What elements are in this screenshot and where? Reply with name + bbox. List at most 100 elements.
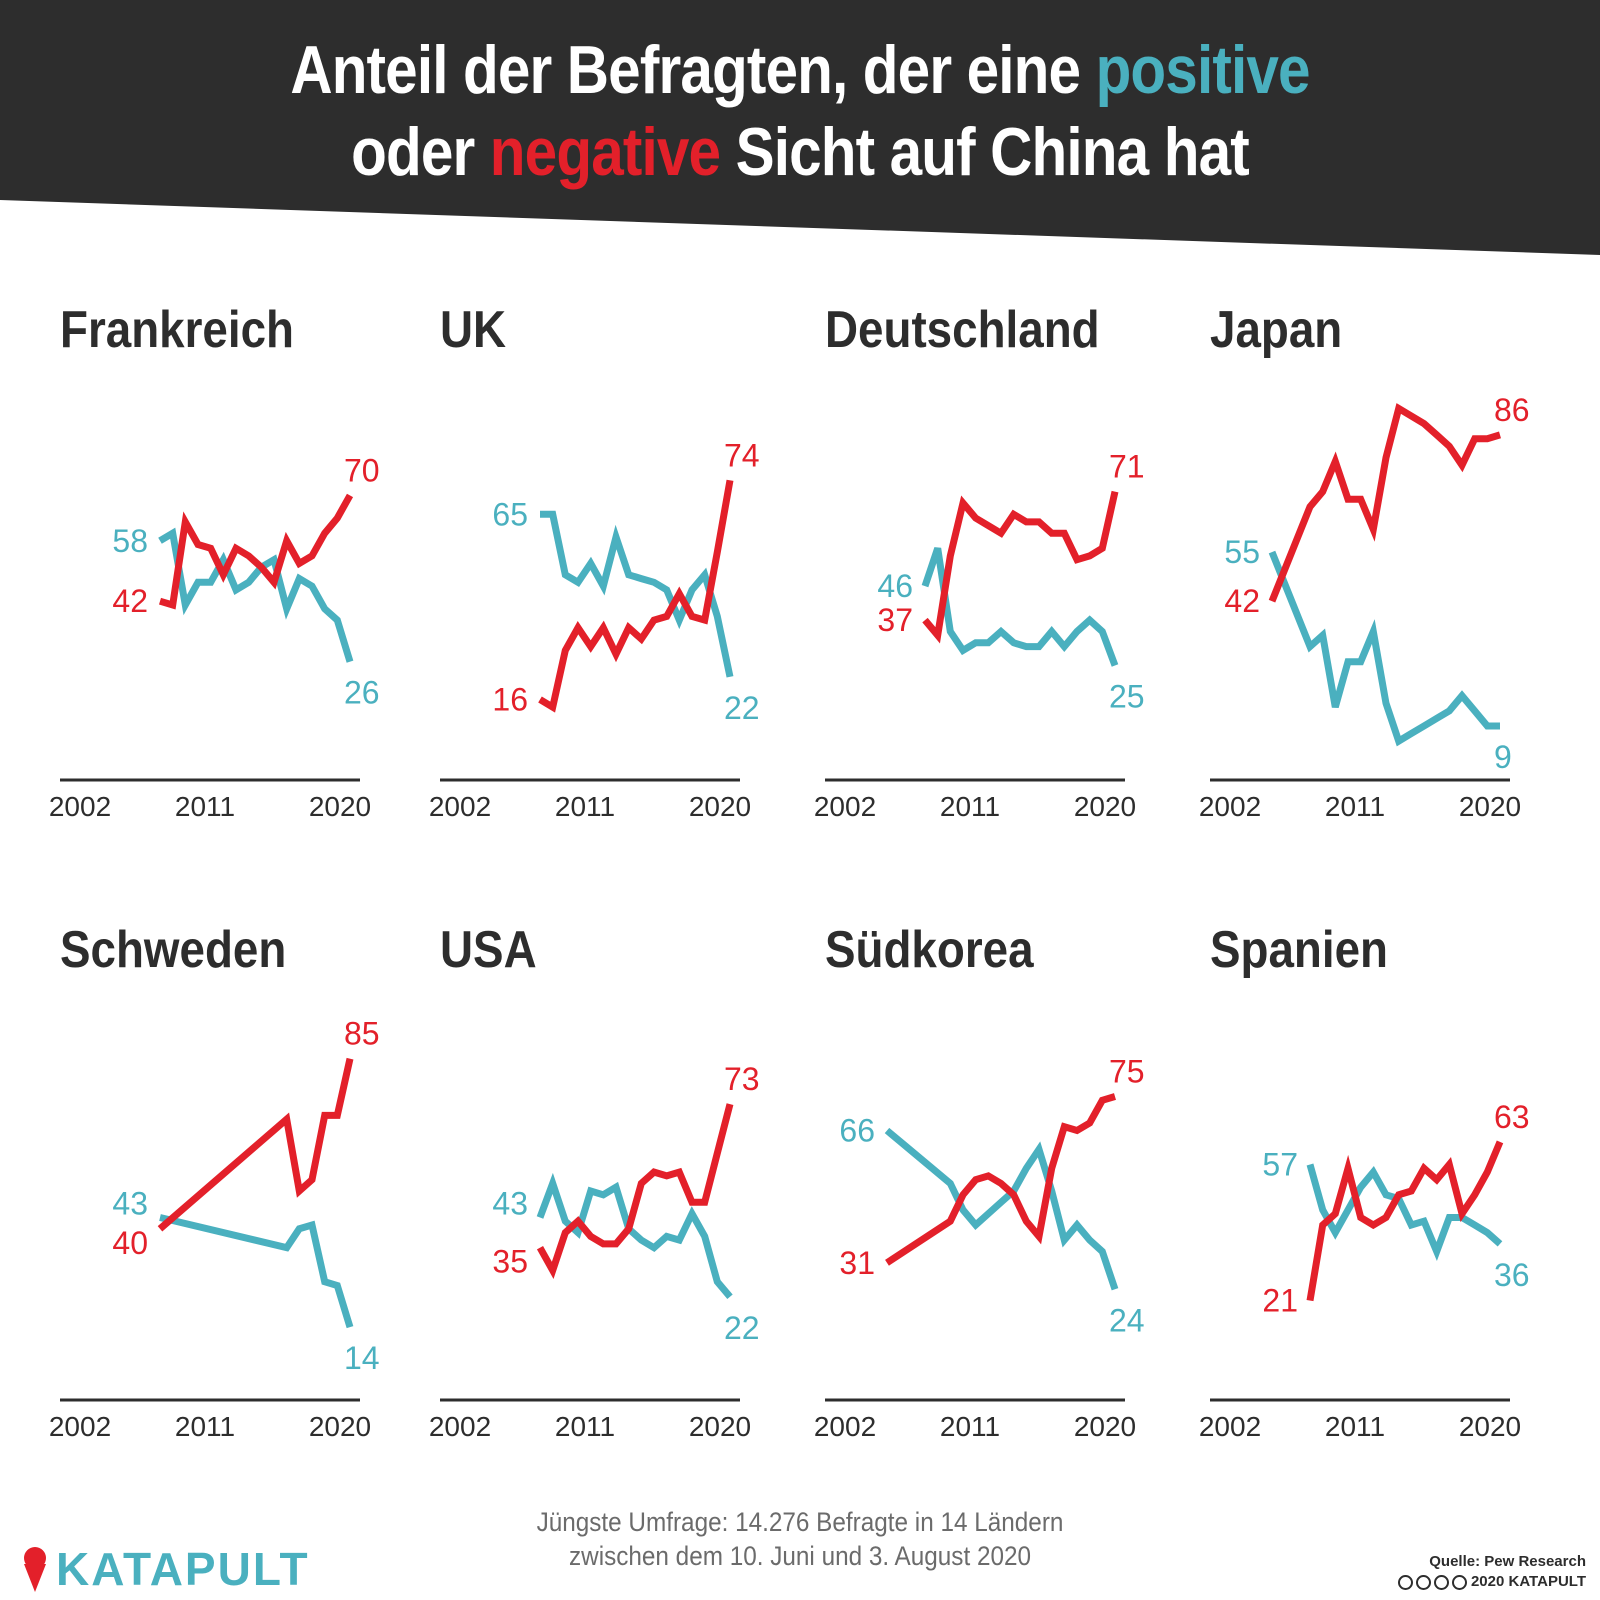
katapult-logo: KATAPULT xyxy=(18,1542,310,1596)
x-tick-label: 2002 xyxy=(429,1411,491,1442)
positive-end-value-label: 14 xyxy=(344,1340,380,1376)
x-tick-label: 2002 xyxy=(1199,1411,1261,1442)
x-tick-label: 2011 xyxy=(1325,1411,1385,1442)
x-tick-label: 2020 xyxy=(689,1411,751,1442)
chart-panel: Japan 2002 2011 2020 55 42 9 86 xyxy=(1199,300,1600,900)
negative-series-line xyxy=(158,493,354,610)
positive-start-value-label: 57 xyxy=(1262,1147,1298,1183)
line-chart: 2002 2011 2020 57 21 36 63 xyxy=(1199,1099,1530,1442)
panel-title: USA xyxy=(440,921,537,979)
negative-series-line xyxy=(1268,403,1502,603)
negative-end-value-label: 85 xyxy=(344,1016,380,1052)
x-tick-label: 2020 xyxy=(1074,791,1136,822)
title-text-part: Anteil der Befragten, der eine xyxy=(290,32,1096,108)
x-tick-label: 2011 xyxy=(1325,791,1385,822)
chart-panel: UK 2002 2011 2020 65 16 22 74 xyxy=(429,300,830,900)
chart-panel: Frankreich 2002 2011 2020 58 42 26 70 xyxy=(49,300,450,900)
positive-start-value-label: 66 xyxy=(839,1113,875,1149)
chart-panel: Schweden 2002 2011 2020 43 40 14 85 xyxy=(49,920,450,1520)
chart-panel: Deutschland 2002 2011 2020 46 37 25 71 xyxy=(814,300,1215,900)
negative-start-value-label: 35 xyxy=(492,1244,528,1280)
positive-end-value-label: 9 xyxy=(1494,739,1512,775)
positive-end-value-label: 36 xyxy=(1494,1257,1530,1293)
panel-title: Schweden xyxy=(60,921,287,979)
x-tick-label: 2020 xyxy=(689,791,751,822)
line-chart: 2002 2011 2020 58 42 26 70 xyxy=(49,452,380,822)
x-tick-label: 2002 xyxy=(49,791,111,822)
positive-start-value-label: 65 xyxy=(492,496,528,532)
credits: Quelle: Pew Research 2020 KATAPULT xyxy=(1397,1552,1586,1592)
negative-end-value-label: 71 xyxy=(1109,449,1145,485)
negative-series-line xyxy=(922,490,1119,644)
negative-series-line xyxy=(1306,1140,1504,1302)
copyright-text: 2020 KATAPULT xyxy=(1470,1573,1586,1590)
creative-commons-icon xyxy=(1397,1574,1467,1590)
chart-title-line-1: Anteil der Befragten, der eine positive xyxy=(112,30,1488,110)
survey-note: Jüngste Umfrage: 14.276 Befragte in 14 L… xyxy=(485,1505,1115,1573)
x-tick-label: 2011 xyxy=(940,1411,1000,1442)
positive-series-line xyxy=(159,1214,354,1329)
x-tick-label: 2002 xyxy=(814,1411,876,1442)
x-tick-label: 2020 xyxy=(1459,791,1521,822)
negative-end-value-label: 73 xyxy=(724,1061,760,1097)
line-chart: 2002 2011 2020 66 31 24 75 xyxy=(814,1054,1145,1443)
positive-start-value-label: 43 xyxy=(112,1186,148,1222)
positive-series-line xyxy=(540,510,734,678)
title-positive-word: positive xyxy=(1095,32,1311,108)
positive-series-line xyxy=(1306,1163,1503,1262)
chart-panel: Spanien 2002 2011 2020 57 21 36 63 xyxy=(1199,920,1600,1520)
x-tick-label: 2020 xyxy=(309,791,371,822)
negative-series-line xyxy=(538,479,734,713)
line-chart: 2002 2011 2020 65 16 22 74 xyxy=(429,437,760,822)
line-chart: 2002 2011 2020 43 35 22 73 xyxy=(429,1061,760,1442)
x-tick-label: 2011 xyxy=(940,791,1000,822)
negative-end-value-label: 63 xyxy=(1494,1099,1530,1135)
positive-end-value-label: 22 xyxy=(724,690,760,726)
positive-start-value-label: 58 xyxy=(112,523,148,559)
negative-end-value-label: 86 xyxy=(1494,392,1530,428)
x-tick-label: 2011 xyxy=(175,791,235,822)
logo-ice-cream-icon xyxy=(24,1547,46,1592)
positive-end-value-label: 25 xyxy=(1109,679,1145,715)
positive-series-line xyxy=(1268,550,1500,747)
x-tick-label: 2011 xyxy=(175,1411,235,1442)
x-tick-label: 2002 xyxy=(814,791,876,822)
source-text: Quelle: Pew Research xyxy=(1429,1553,1586,1570)
chart-panel: Südkorea 2002 2011 2020 66 31 24 75 xyxy=(814,920,1215,1520)
panel-title: Frankreich xyxy=(60,301,294,359)
positive-end-value-label: 24 xyxy=(1109,1302,1145,1338)
panel-title: Japan xyxy=(1210,301,1343,359)
positive-start-value-label: 43 xyxy=(492,1186,528,1222)
title-text-part: oder xyxy=(351,114,490,190)
title-text-part: Sicht auf China hat xyxy=(720,114,1250,190)
header-band xyxy=(0,0,1600,255)
negative-series-line xyxy=(157,1057,354,1232)
positive-series-line xyxy=(921,547,1119,667)
logo-text: KATAPULT xyxy=(56,1543,310,1595)
negative-start-value-label: 21 xyxy=(1262,1283,1298,1319)
x-tick-label: 2011 xyxy=(555,791,615,822)
x-tick-label: 2020 xyxy=(309,1411,371,1442)
positive-end-value-label: 26 xyxy=(344,675,380,711)
survey-note-line-2: zwischen dem 10. Juni und 3. August 2020 xyxy=(568,1541,1032,1571)
x-tick-label: 2011 xyxy=(555,1411,615,1442)
panel-title: UK xyxy=(440,301,507,359)
x-tick-label: 2002 xyxy=(49,1411,111,1442)
panel-title: Deutschland xyxy=(825,301,1100,359)
negative-start-value-label: 31 xyxy=(839,1245,875,1281)
survey-note-line-1: Jüngste Umfrage: 14.276 Befragte in 14 L… xyxy=(536,1507,1064,1537)
x-tick-label: 2020 xyxy=(1459,1411,1521,1442)
negative-start-value-label: 40 xyxy=(112,1225,148,1261)
negative-end-value-label: 75 xyxy=(1109,1054,1145,1090)
negative-end-value-label: 70 xyxy=(344,452,380,488)
chart-panel: USA 2002 2011 2020 43 35 22 73 xyxy=(429,920,830,1520)
panel-title: Südkorea xyxy=(825,921,1034,979)
x-tick-label: 2002 xyxy=(1199,791,1261,822)
line-chart: 2002 2011 2020 55 42 9 86 xyxy=(1199,392,1530,822)
positive-series-line xyxy=(884,1127,1119,1291)
x-tick-label: 2002 xyxy=(429,791,491,822)
negative-start-value-label: 42 xyxy=(112,583,148,619)
negative-start-value-label: 42 xyxy=(1224,583,1260,619)
